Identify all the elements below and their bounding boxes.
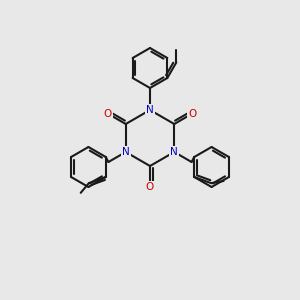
Text: N: N xyxy=(146,105,154,115)
Text: O: O xyxy=(146,182,154,192)
Text: O: O xyxy=(103,109,112,119)
Text: N: N xyxy=(170,147,178,157)
Text: N: N xyxy=(122,147,130,157)
Text: O: O xyxy=(188,109,197,119)
